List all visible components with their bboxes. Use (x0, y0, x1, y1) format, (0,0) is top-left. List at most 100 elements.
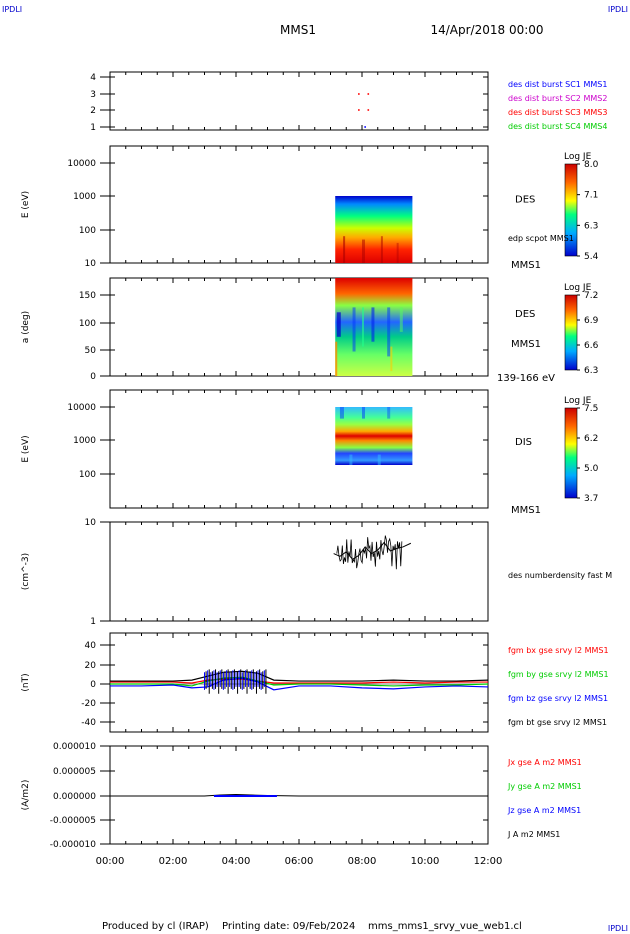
panel-burst: 4 3 2 1 (90, 71, 489, 133)
panel-frame (109, 277, 489, 377)
y-tick-label: 0 (90, 680, 96, 690)
y-tick-label: 100 (79, 226, 96, 236)
corner-label-left: IPDLI (2, 5, 22, 14)
heatmap-streak (339, 407, 344, 419)
x-tick-label: 10:00 (411, 856, 440, 867)
y-tick-label: 20 (85, 661, 97, 671)
side-label2-des_energy: edp scpot MMS1 (508, 234, 574, 243)
bottom-label-des_energy: MMS1 (511, 260, 541, 271)
heatmap-streak (362, 239, 365, 263)
y-tick-label: 40 (85, 641, 97, 651)
density-line-detail (336, 535, 403, 570)
burst-point (367, 109, 370, 111)
y-axis-label: a (deg) (21, 311, 31, 343)
colorbar-tick-label: 7.2 (584, 291, 598, 301)
heatmap-streak (377, 454, 381, 465)
y-tick-label: 4 (90, 73, 96, 83)
spacecraft-title: MMS1 (280, 23, 316, 37)
y-tick-label: 1 (90, 617, 96, 627)
corner-label-right: IPDLI (608, 5, 628, 14)
y-tick-label: 0.000005 (53, 767, 96, 777)
burst-point (358, 109, 360, 111)
colorbar-tick-label: 6.9 (584, 316, 599, 326)
y-tick-label: -40 (81, 718, 96, 728)
panel-frame (109, 521, 489, 622)
heatmap-streak (380, 236, 383, 263)
y-tick-label: 10000 (67, 403, 96, 413)
legend-density: des numberdensity fast M (508, 571, 612, 580)
fgm-line-bt (110, 670, 489, 682)
panel-frame (109, 145, 489, 264)
colorbar-title: Log JE (564, 283, 592, 293)
y-tick-label: 10000 (67, 159, 96, 169)
bottom-label-dis_energy: MMS1 (511, 505, 541, 516)
burst-point (367, 93, 370, 95)
heatmap-streak (387, 307, 391, 357)
colorbar-tick-label: 3.7 (584, 494, 598, 504)
corner-label-bottom-right: IPDLI (608, 924, 628, 933)
y-tick-label: 50 (85, 346, 97, 356)
y-tick-label: 1000 (73, 192, 96, 202)
heatmap-streak (335, 341, 338, 376)
x-tick-label: 02:00 (159, 856, 188, 867)
side-label2-des_pitch: MMS1 (511, 339, 541, 350)
current-line-J (110, 793, 488, 797)
date-title: 14/Apr/2018 00:00 (430, 23, 543, 37)
y-axis-label: (A/m2) (21, 780, 31, 811)
burst-point (358, 93, 360, 95)
heatmap-streak (387, 407, 391, 419)
bottom-label-des_pitch: 139-166 eV (497, 373, 555, 384)
heatmap-streak (399, 307, 403, 332)
panel-frame (109, 389, 489, 509)
footer-printing-date: Printing date: 09/Feb/2024 (222, 921, 355, 932)
heatmap-dis_energy (335, 407, 413, 465)
y-tick-label: -20 (81, 699, 96, 709)
colorbar-title: Log JE (564, 152, 592, 162)
panel-frame (109, 71, 489, 131)
heatmap-streak (343, 236, 346, 263)
y-tick-label: 0.000000 (53, 792, 96, 802)
colorbar-tick-label: 7.1 (584, 191, 598, 201)
y-tick-label: 100 (79, 319, 96, 329)
side-label-dis_energy: DIS (515, 437, 532, 448)
x-tick-label: 04:00 (222, 856, 251, 867)
colorbar-tick-label: 5.4 (584, 252, 599, 262)
x-tick-label: 08:00 (348, 856, 377, 867)
x-tick-label: 06:00 (285, 856, 314, 867)
heatmap-streak (396, 242, 399, 263)
footer-filename: mms_mms1_srvy_vue_web1.cl (368, 921, 522, 932)
y-tick-label: 1000 (73, 436, 96, 446)
legend-fgm-bz: fgm bz gse srvy l2 MMS1 (508, 694, 608, 703)
panel-des_energy: 10000 1000 100 10 E (eV) (21, 145, 489, 269)
colorbar-tick-label: 6.6 (584, 341, 599, 351)
heatmap-streak (371, 307, 375, 342)
colorbar-tick-label: 6.3 (584, 221, 598, 231)
y-tick-label: 10 (85, 518, 97, 528)
y-tick-label: -0.000010 (50, 840, 96, 850)
colorbar-des_energy (564, 163, 578, 257)
legend-burst-3: des dist burst SC3 MMS3 (508, 108, 607, 117)
panel-des_pitch: 150 100 50 0 a (deg) (21, 277, 489, 382)
y-tick-label: 0 (90, 372, 96, 382)
y-tick-label: 0.000010 (53, 742, 96, 752)
y-tick-label: 10 (85, 259, 97, 269)
legend-current-3: Jz gse A m2 MMS1 (507, 806, 581, 815)
legend-current-1: Jx gse A m2 MMS1 (507, 758, 582, 767)
y-axis-label: (nT) (21, 673, 31, 691)
heatmap-streak (349, 454, 353, 465)
heatmap-streak (352, 307, 356, 352)
colorbar-tick-label: 6.2 (584, 434, 598, 444)
heatmap-streak (336, 312, 341, 337)
burst-point (364, 126, 366, 128)
panel-current: 0.000010 0.000005 0.000000 -0.000005 -0.0000… (21, 742, 489, 850)
x-tick-label: 00:00 (96, 856, 125, 867)
panel-dis_energy: 10000 1000 100 E (eV) (21, 389, 489, 509)
y-tick-label: 1 (90, 123, 96, 133)
heatmap-streak (390, 346, 393, 372)
heatmap-des_energy (335, 196, 413, 263)
legend-fgm-bt: fgm bt gse srvy l2 MMS1 (508, 718, 607, 727)
y-tick-label: 3 (90, 90, 96, 100)
legend-fgm-bx: fgm bx gse srvy l2 MMS1 (508, 646, 609, 655)
y-axis-label: E (eV) (21, 435, 31, 462)
